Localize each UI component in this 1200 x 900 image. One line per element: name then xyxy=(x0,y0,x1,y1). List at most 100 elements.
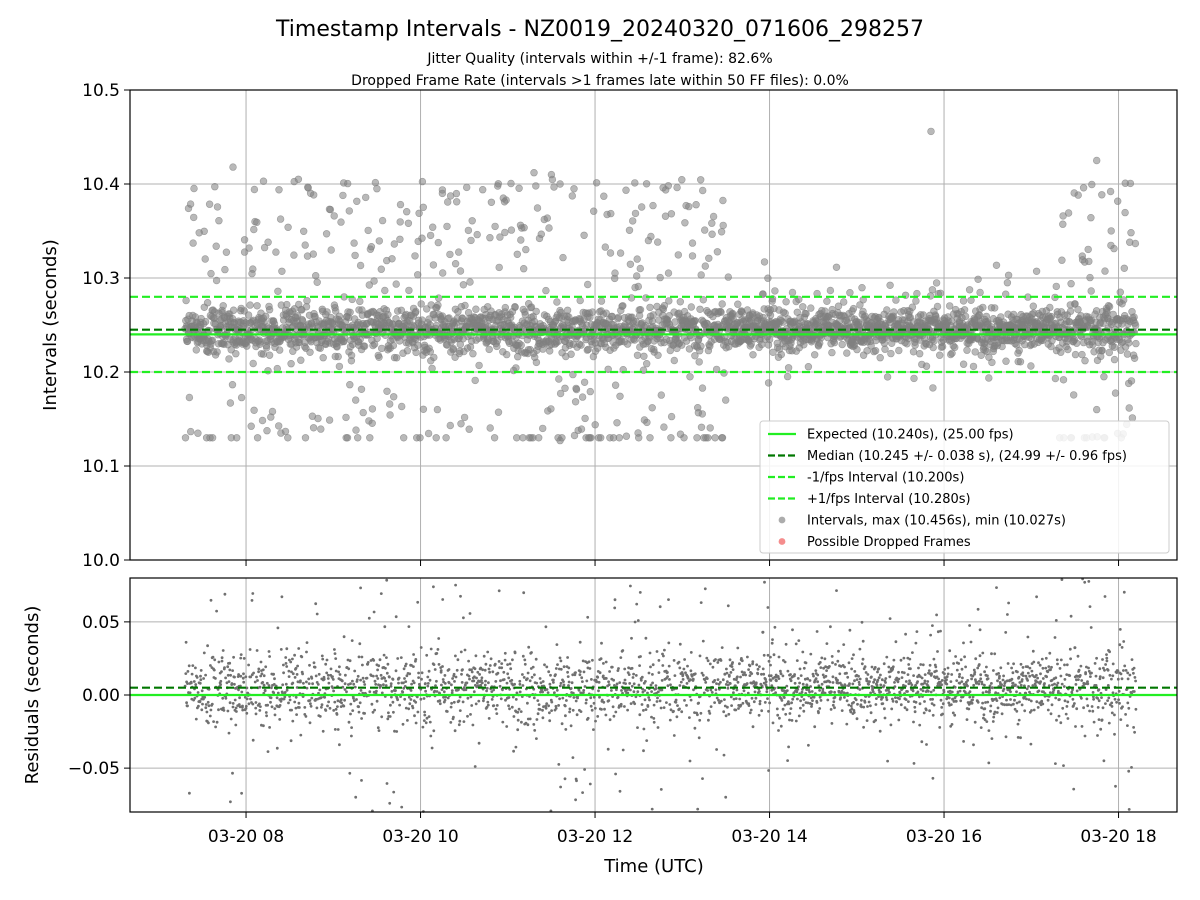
residual-point xyxy=(196,691,200,694)
interval-point xyxy=(563,306,572,314)
residual-point xyxy=(328,706,332,710)
residual-point xyxy=(231,771,234,775)
residual-point xyxy=(227,731,231,735)
residual-point xyxy=(650,690,653,693)
residual-point xyxy=(719,680,722,684)
residual-point xyxy=(355,698,358,701)
residual-point xyxy=(661,664,665,667)
residual-point xyxy=(865,719,869,722)
interval-point xyxy=(446,421,454,430)
residual-point xyxy=(560,722,564,726)
interval-point xyxy=(469,350,477,358)
interval-point xyxy=(606,249,615,257)
residual-point xyxy=(709,705,713,708)
residual-point xyxy=(347,720,351,724)
interval-point xyxy=(284,223,292,232)
residual-point xyxy=(450,689,454,692)
residual-point xyxy=(387,711,390,715)
interval-point xyxy=(533,204,542,212)
residual-point xyxy=(538,708,542,711)
residual-point xyxy=(801,703,805,707)
residual-point xyxy=(299,733,303,737)
residual-point xyxy=(751,725,755,729)
residual-point xyxy=(756,672,760,676)
interval-point xyxy=(258,416,267,425)
interval-point xyxy=(309,424,318,432)
residual-point xyxy=(749,708,753,712)
residual-point xyxy=(658,699,662,703)
residual-point xyxy=(426,684,430,688)
residual-point xyxy=(728,658,732,662)
residual-point xyxy=(620,689,623,692)
residual-point xyxy=(702,691,706,695)
residual-point xyxy=(820,656,824,660)
interval-point xyxy=(713,248,722,256)
residual-point xyxy=(391,678,395,681)
residual-point xyxy=(311,682,314,686)
residual-point xyxy=(511,658,514,662)
residual-point xyxy=(545,702,549,705)
residual-point xyxy=(769,655,772,659)
residual-point xyxy=(666,675,669,678)
residual-point xyxy=(608,670,611,673)
residual-point xyxy=(565,699,568,702)
residual-point xyxy=(698,654,702,658)
interval-point xyxy=(187,427,195,436)
residual-point xyxy=(232,655,236,659)
residual-point xyxy=(716,678,720,681)
residual-point xyxy=(772,653,776,657)
interval-point xyxy=(626,260,635,268)
interval-point xyxy=(403,208,411,216)
residual-point xyxy=(777,677,781,680)
interval-point xyxy=(929,384,937,392)
residual-point xyxy=(618,681,622,684)
residual-point xyxy=(287,669,291,673)
residual-point xyxy=(204,706,208,710)
residual-point xyxy=(454,675,458,679)
residual-point xyxy=(581,659,585,663)
interval-point xyxy=(207,269,215,278)
residual-point xyxy=(592,728,595,731)
residual-point xyxy=(511,695,515,699)
residual-point xyxy=(852,711,856,714)
residual-point xyxy=(343,688,347,691)
residual-point xyxy=(521,684,525,687)
interval-point xyxy=(430,353,438,362)
residual-point xyxy=(816,673,820,677)
residual-point xyxy=(323,695,327,699)
residual-point xyxy=(480,681,484,685)
residual-point xyxy=(412,653,415,656)
interval-point xyxy=(1110,343,1119,351)
residual-point xyxy=(408,702,412,706)
residual-point xyxy=(770,641,774,645)
residual-point xyxy=(731,668,735,671)
interval-point xyxy=(637,203,646,211)
residual-point xyxy=(632,690,636,694)
interval-point xyxy=(1051,374,1060,383)
residual-point xyxy=(799,699,802,703)
interval-point xyxy=(275,422,283,430)
residual-point xyxy=(721,678,725,682)
residual-point xyxy=(840,709,844,712)
interval-point xyxy=(1127,229,1135,237)
residual-point xyxy=(422,697,426,700)
residual-point xyxy=(237,673,241,676)
residual-point xyxy=(688,759,692,763)
interval-point xyxy=(419,405,428,413)
residual-point xyxy=(823,657,827,661)
residual-point xyxy=(668,678,671,681)
residual-point xyxy=(818,707,822,710)
residual-point xyxy=(857,674,860,678)
interval-point xyxy=(657,391,665,399)
residual-point xyxy=(559,681,563,685)
residual-point xyxy=(642,749,645,753)
residual-point xyxy=(815,701,819,704)
residual-point xyxy=(231,669,235,672)
residual-point xyxy=(221,649,225,652)
residual-point xyxy=(332,689,335,693)
residual-point xyxy=(577,688,581,692)
interval-point xyxy=(1130,313,1138,321)
residual-point xyxy=(550,709,553,712)
interval-point xyxy=(802,310,810,318)
residual-point xyxy=(522,591,526,595)
